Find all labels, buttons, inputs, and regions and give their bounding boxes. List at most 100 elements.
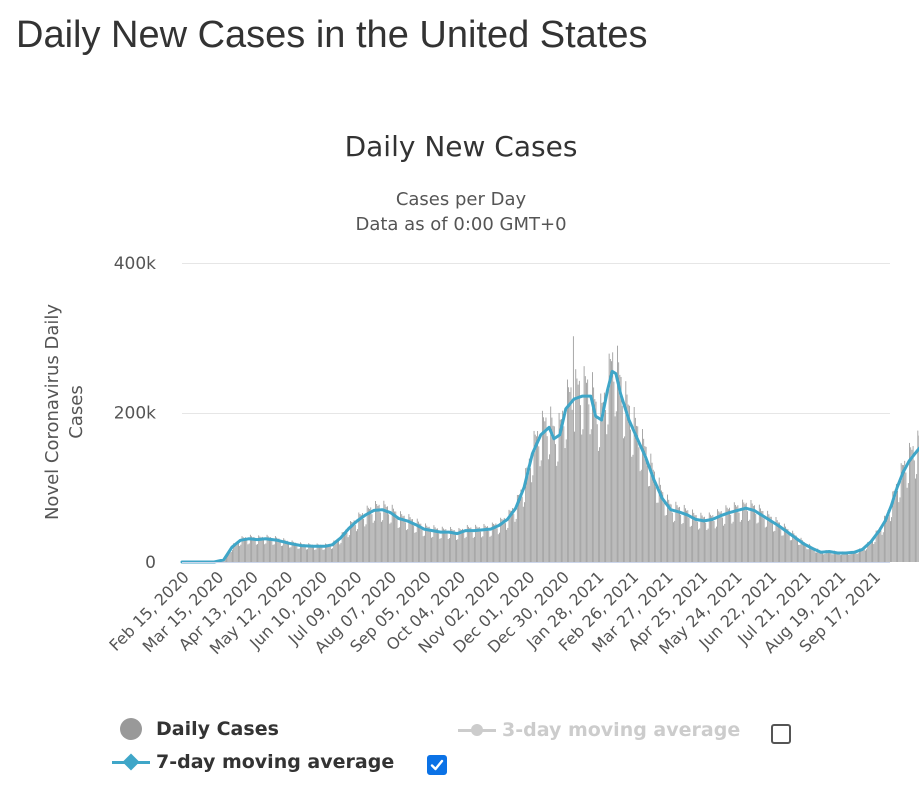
daily-cases-bar bbox=[580, 405, 581, 562]
daily-cases-bar bbox=[347, 537, 349, 562]
daily-cases-bar bbox=[663, 503, 665, 562]
daily-cases-bar bbox=[779, 522, 780, 562]
daily-cases-bar bbox=[819, 550, 821, 562]
daily-cases-bar bbox=[315, 549, 317, 562]
legend-7day-average[interactable]: 7-day moving average bbox=[112, 751, 394, 773]
daily-cases-bar bbox=[646, 465, 648, 562]
daily-cases-bar bbox=[832, 554, 834, 562]
daily-cases-bar bbox=[916, 474, 918, 562]
daily-cases-bar bbox=[659, 484, 661, 562]
daily-cases-bar bbox=[266, 534, 268, 562]
daily-cases-bar bbox=[583, 366, 585, 562]
daily-cases-bar bbox=[230, 551, 232, 562]
daily-cases-bar bbox=[699, 528, 701, 562]
ma3-checkbox[interactable] bbox=[771, 724, 791, 744]
daily-cases-bar bbox=[645, 446, 647, 562]
daily-cases-bar bbox=[736, 506, 738, 562]
daily-cases-bar bbox=[558, 412, 560, 562]
daily-cases-bar bbox=[786, 528, 788, 562]
daily-cases-bar bbox=[599, 447, 601, 562]
daily-cases-bar bbox=[329, 546, 331, 562]
legend-3day-average[interactable]: 3-day moving average bbox=[458, 719, 740, 741]
daily-cases-bar bbox=[569, 392, 571, 562]
daily-cases-bar bbox=[864, 550, 866, 562]
daily-cases-bar bbox=[301, 543, 303, 562]
daily-cases-bar bbox=[649, 485, 651, 562]
daily-cases-bar bbox=[733, 502, 735, 562]
daily-cases-bar bbox=[776, 520, 778, 562]
daily-cases-bar bbox=[773, 531, 775, 562]
daily-cases-bar bbox=[254, 540, 256, 562]
daily-cases-bar bbox=[617, 345, 618, 562]
daily-cases-bar bbox=[850, 550, 852, 562]
daily-cases-bar bbox=[662, 492, 664, 562]
daily-cases-bar bbox=[791, 540, 792, 562]
daily-cases-bar bbox=[530, 468, 531, 562]
daily-cases-bar bbox=[677, 507, 679, 562]
daily-cases-bar bbox=[915, 478, 916, 562]
daily-cases-bar bbox=[590, 429, 592, 562]
daily-cases-bar bbox=[563, 426, 565, 562]
daily-cases-bar bbox=[495, 523, 497, 562]
daily-cases-bar bbox=[514, 521, 516, 562]
daily-cases-bar bbox=[595, 401, 597, 562]
daily-cases-bar bbox=[505, 523, 506, 562]
daily-cases-bar bbox=[839, 555, 841, 562]
ma7-checkbox[interactable] bbox=[427, 755, 447, 775]
daily-cases-bar bbox=[285, 540, 287, 562]
daily-cases-bar bbox=[665, 515, 667, 562]
legend-daily-cases[interactable]: Daily Cases bbox=[112, 718, 279, 740]
daily-cases-bar bbox=[639, 471, 641, 562]
daily-cases-bar bbox=[314, 549, 316, 562]
daily-cases-bar bbox=[319, 545, 320, 562]
daily-cases-bar bbox=[711, 516, 713, 562]
daily-cases-bar bbox=[346, 532, 348, 562]
daily-cases-bar bbox=[276, 537, 278, 562]
daily-cases-bar bbox=[350, 521, 351, 562]
daily-cases-bar bbox=[651, 462, 653, 562]
daily-cases-bar bbox=[490, 535, 492, 562]
daily-cases-bar bbox=[667, 494, 668, 562]
daily-cases-bar bbox=[421, 529, 423, 562]
daily-cases-bar bbox=[550, 406, 552, 562]
daily-cases-bar bbox=[291, 540, 293, 562]
daily-cases-bar bbox=[385, 506, 387, 562]
daily-cases-bar bbox=[327, 544, 329, 562]
daily-cases-bar bbox=[305, 549, 307, 562]
daily-cases-bar bbox=[234, 543, 236, 562]
daily-cases-bar bbox=[300, 542, 301, 562]
daily-cases-bar bbox=[520, 489, 522, 562]
daily-cases-bar bbox=[524, 502, 525, 562]
daily-cases-bar bbox=[812, 547, 814, 562]
daily-cases-bar bbox=[540, 460, 542, 562]
daily-cases-bar bbox=[795, 535, 797, 562]
chart-title: Daily New Cases bbox=[345, 130, 578, 163]
daily-cases-bar bbox=[688, 517, 690, 562]
daily-cases-bar bbox=[263, 540, 264, 562]
daily-cases-bar bbox=[673, 522, 674, 562]
daily-cases-bar bbox=[323, 549, 325, 562]
daily-cases-bar bbox=[881, 534, 883, 562]
daily-cases-bar bbox=[549, 454, 550, 562]
daily-cases-bar bbox=[643, 438, 645, 562]
ma7-line-group bbox=[180, 369, 919, 564]
daily-cases-bar bbox=[822, 552, 823, 562]
daily-cases-bar bbox=[602, 402, 604, 562]
daily-cases-bar bbox=[508, 509, 510, 562]
daily-cases-bar bbox=[741, 519, 742, 562]
daily-cases-bar bbox=[412, 519, 413, 562]
daily-cases-bar bbox=[381, 521, 382, 562]
daily-cases-bar bbox=[447, 538, 449, 562]
daily-cases-bar bbox=[245, 537, 247, 562]
daily-cases-bar bbox=[866, 549, 868, 562]
daily-cases-bar bbox=[738, 512, 740, 562]
daily-cases-bar bbox=[777, 522, 779, 562]
daily-cases-bar bbox=[348, 535, 350, 562]
daily-cases-bar bbox=[813, 549, 815, 562]
daily-cases-bar bbox=[389, 523, 391, 562]
daily-cases-bar bbox=[788, 534, 790, 562]
daily-cases-bar bbox=[338, 541, 339, 562]
daily-cases-bar bbox=[382, 520, 384, 562]
daily-cases-bar bbox=[670, 504, 672, 562]
daily-cases-bar bbox=[310, 544, 312, 562]
